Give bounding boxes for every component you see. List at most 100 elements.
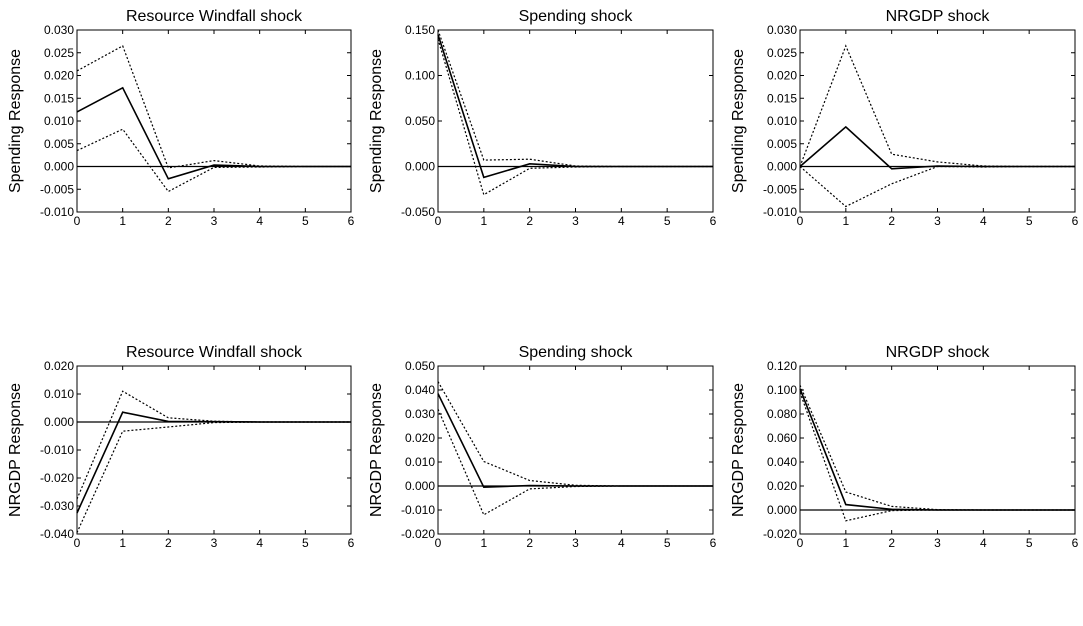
y-tick-label: 0.030 [767, 23, 797, 37]
x-tick-label: 3 [934, 214, 941, 228]
y-tick-label: 0.120 [767, 359, 797, 373]
x-tick-label: 6 [710, 214, 717, 228]
x-tick-label: 4 [980, 536, 987, 550]
y-tick-label: 0.010 [767, 114, 797, 128]
impulse-response-line [437, 393, 713, 489]
panel-1: Resource Windfall shock Spending Response… [7, 8, 355, 228]
x-tick-label: 3 [211, 536, 218, 550]
y-tick-label: 0.000 [405, 160, 435, 174]
plot-frame [437, 29, 714, 213]
confidence-band-line-2 [76, 421, 351, 533]
plot-frame [76, 365, 352, 535]
impulse-response-line [799, 388, 1075, 511]
x-tick-label: 0 [797, 536, 804, 550]
y-tick-label: 0.100 [405, 69, 435, 83]
y-tick-label: 0.020 [44, 359, 74, 373]
y-tick-label: 0.000 [44, 415, 74, 429]
x-tick-label: 6 [1072, 536, 1079, 550]
confidence-band-line-1 [76, 390, 351, 500]
x-tick-label: 5 [664, 214, 671, 228]
x-tick-label: 4 [618, 536, 625, 550]
y-tick-label: 0.040 [405, 383, 435, 397]
y-tick-label: 0.000 [44, 160, 74, 174]
confidence-band-line-1 [799, 44, 1075, 168]
confidence-band-line-1 [437, 381, 713, 487]
x-tick-label: 6 [710, 536, 717, 550]
y-tick-label: 0.010 [44, 387, 74, 401]
y-tick-label: 0.025 [44, 46, 74, 60]
impulse-response-line [76, 86, 351, 180]
confidence-band-line-1 [76, 45, 351, 169]
y-tick-label: -0.020 [763, 527, 797, 541]
y-tick-label: 0.050 [405, 359, 435, 373]
y-tick-label: 0.020 [405, 431, 435, 445]
x-tick-label: 1 [119, 536, 126, 550]
x-tick-label: 5 [302, 536, 309, 550]
plot-frame [437, 365, 714, 535]
y-tick-label: -0.050 [401, 205, 435, 219]
y-tick-label: -0.020 [401, 527, 435, 541]
y-tick-label: 0.060 [767, 431, 797, 445]
panel-title: NRGDP shock [886, 8, 991, 25]
y-tick-label: 0.000 [767, 160, 797, 174]
x-tick-label: 6 [348, 214, 355, 228]
y-tick-label: 0.080 [767, 407, 797, 421]
x-tick-label: 5 [302, 214, 309, 228]
panel-title: NRGDP shock [886, 344, 991, 361]
y-tick-label: 0.150 [405, 23, 435, 37]
impulse-response-line [76, 411, 351, 514]
x-tick-label: 0 [435, 214, 442, 228]
y-tick-label: 0.000 [405, 479, 435, 493]
impulse-response-line [799, 125, 1075, 170]
y-tick-label: 0.025 [767, 46, 797, 60]
y-axis-label: Spending Response [368, 49, 385, 193]
plot-frame [799, 29, 1076, 213]
x-tick-label: 2 [526, 536, 533, 550]
x-tick-label: 3 [211, 214, 218, 228]
x-tick-label: 1 [842, 214, 849, 228]
confidence-band-line-2 [437, 408, 713, 516]
impulse-response-line [437, 34, 713, 179]
panel-6: NRGDP shock NRGDP Response -0.020 0.000 0.02… [730, 344, 1079, 550]
x-tick-label: 6 [1072, 214, 1079, 228]
x-tick-label: 1 [480, 214, 487, 228]
confidence-band-line-2 [437, 38, 713, 196]
x-tick-label: 5 [1026, 214, 1033, 228]
x-tick-label: 5 [1026, 536, 1033, 550]
panel-title: Spending shock [519, 8, 634, 25]
y-tick-label: 0.015 [44, 91, 74, 105]
y-tick-label: 0.010 [405, 455, 435, 469]
x-tick-label: 0 [74, 214, 81, 228]
y-axis-label: NRGDP Response [730, 383, 747, 517]
x-tick-label: 2 [165, 536, 172, 550]
x-tick-label: 3 [934, 536, 941, 550]
x-tick-label: 2 [526, 214, 533, 228]
panel-title: Resource Windfall shock [126, 8, 303, 25]
y-tick-label: -0.005 [763, 182, 797, 196]
y-axis-label: Spending Response [7, 49, 24, 193]
y-tick-label: 0.010 [44, 114, 74, 128]
y-tick-label: 0.015 [767, 91, 797, 105]
x-tick-label: 2 [888, 536, 895, 550]
y-tick-label: 0.100 [767, 383, 797, 397]
x-tick-label: 3 [572, 214, 579, 228]
y-tick-label: -0.010 [40, 205, 74, 219]
y-tick-label: -0.010 [401, 503, 435, 517]
y-tick-label: -0.030 [40, 499, 74, 513]
x-tick-label: 6 [348, 536, 355, 550]
y-tick-label: 0.040 [767, 455, 797, 469]
x-tick-label: 1 [480, 536, 487, 550]
y-tick-label: -0.010 [763, 205, 797, 219]
confidence-band-line-2 [799, 165, 1075, 208]
panel-title: Spending shock [519, 344, 634, 361]
x-tick-label: 2 [888, 214, 895, 228]
panel-5: Spending shock NRGDP Response -0.020 -0.010… [368, 344, 717, 550]
y-tick-label: -0.040 [40, 527, 74, 541]
y-tick-label: 0.030 [405, 407, 435, 421]
x-tick-label: 0 [74, 536, 81, 550]
x-tick-label: 4 [256, 536, 263, 550]
y-tick-label: -0.010 [40, 443, 74, 457]
y-axis-label: NRGDP Response [7, 383, 24, 517]
panel-3: NRGDP shock Spending Response -0.010 -0.005… [730, 8, 1079, 228]
